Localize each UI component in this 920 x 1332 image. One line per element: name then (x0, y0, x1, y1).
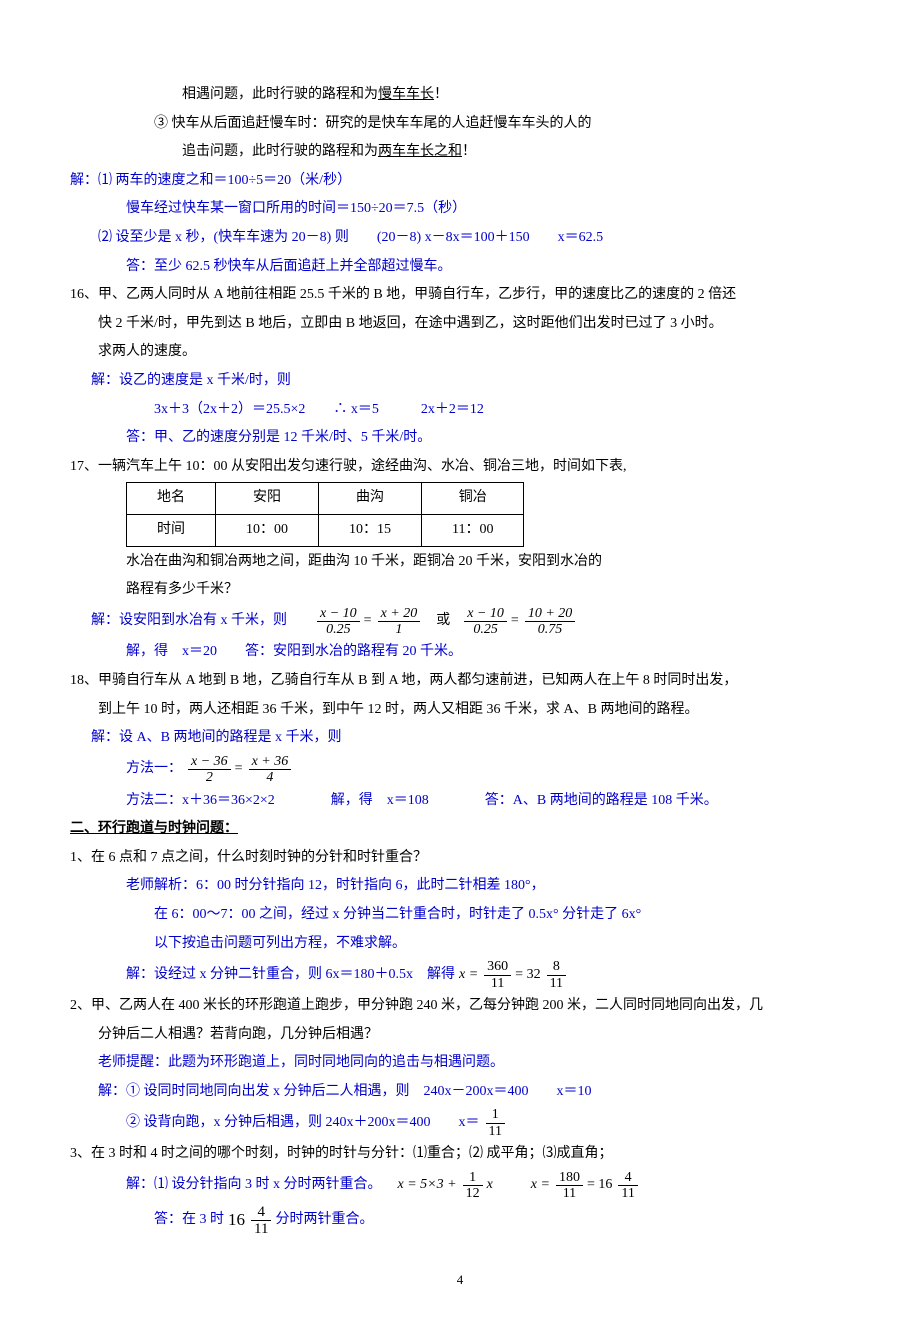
table-cell: 安阳 (216, 483, 319, 515)
p16-s1: 解：设乙的速度是 x 千米/时，则 (70, 368, 850, 395)
p17-q1: 17、一辆汽车上午 10：00 从安阳出发匀速行驶，途经曲沟、水冶、铜冶三地，时… (70, 454, 850, 481)
sec2-title: 二、环行跑道与时钟问题： (70, 816, 850, 843)
p18-m2: 方法二：x＋36＝36×2×2 解，得 x＝108 答：A、B 两地间的路程是 … (70, 788, 850, 815)
p18-m1-label: 方法一： (126, 756, 182, 783)
s2p3-s2: 答：在 3 时 16 411 分时两针重合。 (70, 1204, 850, 1238)
table-cell: 时间 (127, 514, 216, 546)
s2p1-a2: 在 6：00～7：00 之间，经过 x 分钟当二针重合时，时针走了 0.5x° … (70, 902, 850, 929)
table-cell: 曲沟 (319, 483, 422, 515)
p17-s1: 解：设安阳到水冶有 x 千米，则 x − 100.25 = x + 201 或 … (70, 606, 850, 638)
p16-q3: 求两人的速度。 (70, 339, 850, 366)
p16-s3: 答：甲、乙的速度分别是 12 千米/时、5 千米/时。 (70, 425, 850, 452)
p16-s2: 3x＋3（2x＋2）＝25.5×2 ∴ x＝5 2x＋2＝12 (70, 397, 850, 424)
s2p3-s1a: 解：⑴ 设分针指向 3 时 x 分时两针重合。 (126, 1172, 382, 1199)
table-cell: 铜冶 (422, 483, 524, 515)
s2p1-s1b: x = (459, 962, 478, 989)
fraction: x − 100.25 (464, 606, 507, 638)
intro-sol2: 慢车经过快车某一窗口所用的时间＝150÷20＝7.5（秒） (70, 196, 850, 223)
table-row: 地名 安阳 曲沟 铜冶 (127, 483, 524, 515)
p17-s1-text: 解：设安阳到水冶有 x 千米，则 (91, 608, 287, 635)
s2p2-s2: ② 设背向跑，x 分钟后相遇，则 240x＋200x＝400 x＝ 111 (70, 1107, 850, 1139)
table-cell: 11：00 (422, 514, 524, 546)
p16-q2: 快 2 千米/时，甲先到达 B 地后，立即由 B 地返回，在途中遇到乙，这时距他… (70, 311, 850, 338)
fraction: 811 (547, 959, 566, 991)
s2p1-a3: 以下按追击问题可列出方程，不难求解。 (70, 931, 850, 958)
intro-line3: 追击问题，此时行驶的路程和为两车车长之和！ (70, 139, 850, 166)
p16-q1: 16、甲、乙两人同时从 A 地前往相距 25.5 千米的 B 地，甲骑自行车，乙… (70, 282, 850, 309)
fraction: x − 362 (188, 754, 231, 786)
s2p2-s2a: ② 设背向跑，x 分钟后相遇，则 240x＋200x＝400 x＝ (126, 1110, 480, 1137)
fraction: 36011 (484, 959, 511, 991)
p17-s2: 解，得 x＝20 答：安阳到水冶的路程有 20 千米。 (70, 639, 850, 666)
intro-sol4: 答：至少 62.5 秒快车从后面追赶上并全部超过慢车。 (70, 254, 850, 281)
p18-q1: 18、甲骑自行车从 A 地到 B 地，乙骑自行车从 B 到 A 地，两人都匀速前… (70, 668, 850, 695)
intro-l1c: ！ (434, 87, 448, 102)
p18-q2: 到上午 10 时，两人还相距 36 千米，到中午 12 时，两人又相距 36 千… (70, 697, 850, 724)
s2p2-a1: 老师提醒：此题为环形跑道上，同时同地同向的追击与相遇问题。 (70, 1050, 850, 1077)
table-cell: 10：15 (319, 514, 422, 546)
intro-line2: ③ 快车从后面追赶慢车时：研究的是快车车尾的人追赶慢车车头的人的 (70, 111, 850, 138)
intro-l3b: 两车车长之和 (378, 144, 462, 159)
or-text: 或 (436, 608, 450, 635)
p18-s1: 解：设 A、B 两地间的路程是 x 千米，则 (70, 725, 850, 752)
page-number: 4 (70, 1268, 850, 1293)
intro-sol3: ⑵ 设至少是 x 秒，(快车车速为 20－8) 则 (20－8) x－8x＝10… (70, 225, 850, 252)
intro-l3c: ！ (462, 144, 476, 159)
fraction: x − 100.25 (317, 606, 360, 638)
p18-m1: 方法一： x − 362 = x + 364 (70, 754, 850, 786)
table-cell: 地名 (127, 483, 216, 515)
table-row: 时间 10：00 10：15 11：00 (127, 514, 524, 546)
s2p3-s1: 解：⑴ 设分针指向 3 时 x 分时两针重合。 x = 5×3 + 112 x … (70, 1170, 850, 1202)
fraction: 411 (251, 1204, 271, 1238)
s2p3-q: 3、在 3 时和 4 时之间的哪个时刻，时钟的时针与分针：⑴重合；⑵ 成平角；⑶… (70, 1141, 850, 1168)
fraction: 111 (486, 1107, 505, 1139)
intro-sol1: 解：⑴ 两车的速度之和＝100÷5＝20（米/秒） (70, 168, 850, 195)
intro-line1: 相遇问题，此时行驶的路程和为慢车车长！ (70, 82, 850, 109)
s2p1-q: 1、在 6 点和 7 点之间，什么时刻时钟的分针和时针重合？ (70, 845, 850, 872)
fraction: x + 201 (378, 606, 421, 638)
p17-q3: 路程有多少千米？ (70, 577, 850, 604)
s2p1-a1: 老师解析：6：00 时分针指向 12，时针指向 6，此时二针相差 180°， (70, 873, 850, 900)
intro-l1a: 相遇问题，此时行驶的路程和为 (182, 87, 378, 102)
fraction: 10 + 200.75 (525, 606, 575, 638)
s2p2-q1: 2、甲、乙两人在 400 米长的环形跑道上跑步，甲分钟跑 240 米，乙每分钟跑… (70, 993, 850, 1020)
p17-q2: 水冶在曲沟和铜冶两地之间，距曲沟 10 千米，距铜冶 20 千米，安阳到水冶的 (70, 549, 850, 576)
s2p2-q2: 分钟后二人相遇？若背向跑，几分钟后相遇？ (70, 1022, 850, 1049)
p17-table: 地名 安阳 曲沟 铜冶 时间 10：00 10：15 11：00 (126, 482, 524, 546)
fraction: 18011 (556, 1170, 583, 1202)
s2p1-s1: 解：设经过 x 分钟二针重合，则 6x＝180＋0.5x 解得 x = 3601… (70, 959, 850, 991)
table-cell: 10：00 (216, 514, 319, 546)
intro-l1b: 慢车车长 (378, 87, 434, 102)
s2p1-s1a: 解：设经过 x 分钟二针重合，则 6x＝180＋0.5x 解得 (126, 962, 455, 989)
fraction: 411 (618, 1170, 637, 1202)
fraction: 112 (463, 1170, 483, 1202)
fraction: x + 364 (249, 754, 292, 786)
intro-l3a: 追击问题，此时行驶的路程和为 (182, 144, 378, 159)
s2p2-s1: 解：① 设同时同地同向出发 x 分钟后二人相遇，则 240x－200x＝400 … (70, 1079, 850, 1106)
